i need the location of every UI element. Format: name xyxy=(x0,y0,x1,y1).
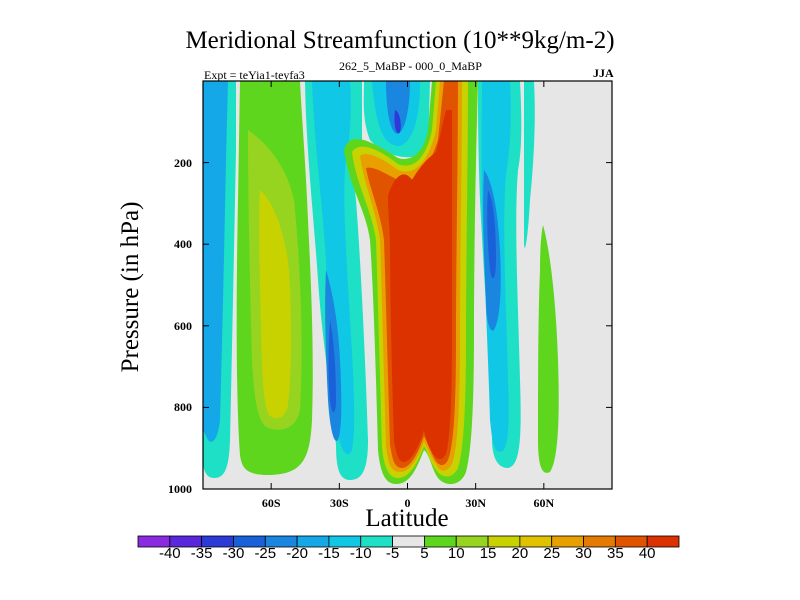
contour-n-pos-outer xyxy=(538,225,559,473)
y-tick-label: 400 xyxy=(174,237,192,252)
colorbar-label: 10 xyxy=(447,545,465,562)
contour-far-n-neg xyxy=(524,81,535,248)
x-tick-label: 30S xyxy=(329,496,349,510)
colorbar-label: -40 xyxy=(158,545,181,562)
colorbar-label: -15 xyxy=(318,545,340,562)
y-tick-label: 600 xyxy=(174,318,192,333)
x-tick-label: 0 xyxy=(404,496,411,510)
colorbar xyxy=(137,535,680,548)
contour-s-pos-inner xyxy=(259,190,292,419)
contour-s-neg-mid xyxy=(312,81,355,455)
contour-n-neg-core xyxy=(487,190,496,279)
colorbar-label: 35 xyxy=(607,545,624,562)
colorbar-swatch xyxy=(646,535,680,548)
colorbar-label: 30 xyxy=(575,545,592,562)
x-tick-label: 60N xyxy=(533,496,555,510)
colorbar-label: 5 xyxy=(420,545,429,562)
colorbar-label: 15 xyxy=(479,545,497,562)
contour-upper-neg-inner xyxy=(386,81,410,134)
period-label: 262_5_MaBP - 000_0_MaBP xyxy=(339,59,482,73)
season-label: JJA xyxy=(593,66,614,80)
colorbar-label: 25 xyxy=(543,545,561,562)
colorbar-label: 20 xyxy=(511,545,529,562)
colorbar-label: -5 xyxy=(385,545,400,562)
experiment-label: Expt = teYia1-teyfa3 xyxy=(204,68,305,82)
colorbar-label: -35 xyxy=(190,545,213,562)
contour-upper-neg-core xyxy=(394,110,401,134)
x-axis-label: Latitude xyxy=(365,505,449,532)
colorbar-label: -30 xyxy=(222,545,245,562)
x-tick-label: 30N xyxy=(465,496,486,510)
colorbar-label: 40 xyxy=(638,545,656,562)
contour-s-neg-core xyxy=(328,320,336,413)
contour-fill-layer xyxy=(203,81,559,485)
y-tick-label: 1000 xyxy=(168,482,192,496)
colorbar-label: -25 xyxy=(254,545,277,562)
y-tick-label: 800 xyxy=(174,400,192,415)
colorbar-label: -10 xyxy=(349,545,372,562)
x-tick-label: 60S xyxy=(261,496,281,510)
contour-s-polar-neg-inner xyxy=(203,81,228,442)
contour-trop-pos-40 xyxy=(388,110,452,462)
colorbar-label: -20 xyxy=(286,545,308,562)
chart-title: Meridional Streamfunction (10**9kg/m-2) xyxy=(185,27,615,54)
y-tick-label: 200 xyxy=(174,155,192,170)
plot-frame xyxy=(202,80,613,490)
y-axis-label: Pressure (in hPa) xyxy=(117,201,144,373)
